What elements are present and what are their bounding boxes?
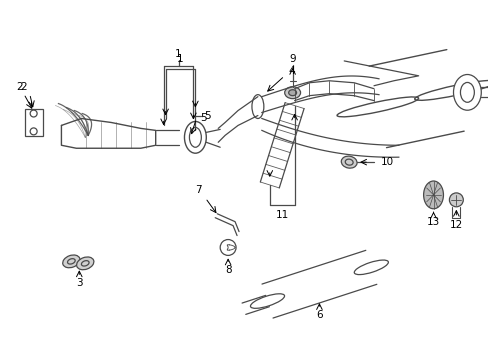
Circle shape — [449, 193, 464, 207]
Bar — [24, 109, 43, 136]
Text: 9: 9 — [289, 54, 296, 64]
Text: 12: 12 — [450, 220, 463, 230]
Text: 6: 6 — [316, 310, 323, 320]
Ellipse shape — [342, 156, 357, 168]
Text: 8: 8 — [225, 265, 231, 275]
Text: 11: 11 — [275, 210, 289, 220]
Text: 5: 5 — [200, 113, 207, 123]
Text: 5: 5 — [204, 111, 211, 121]
Text: 1: 1 — [175, 49, 182, 59]
Text: 1: 1 — [177, 54, 184, 64]
Ellipse shape — [63, 255, 80, 268]
Text: 2: 2 — [17, 82, 23, 92]
Ellipse shape — [76, 257, 94, 270]
Ellipse shape — [252, 95, 264, 118]
Ellipse shape — [454, 75, 481, 110]
Text: 10: 10 — [380, 157, 393, 167]
Ellipse shape — [184, 121, 206, 153]
Text: 4: 4 — [288, 66, 295, 76]
Text: 7: 7 — [195, 185, 202, 195]
Ellipse shape — [285, 87, 300, 99]
Text: 13: 13 — [427, 217, 440, 227]
Ellipse shape — [424, 181, 443, 209]
Text: 3: 3 — [76, 278, 83, 288]
Text: 2: 2 — [21, 82, 27, 92]
Ellipse shape — [289, 90, 296, 96]
